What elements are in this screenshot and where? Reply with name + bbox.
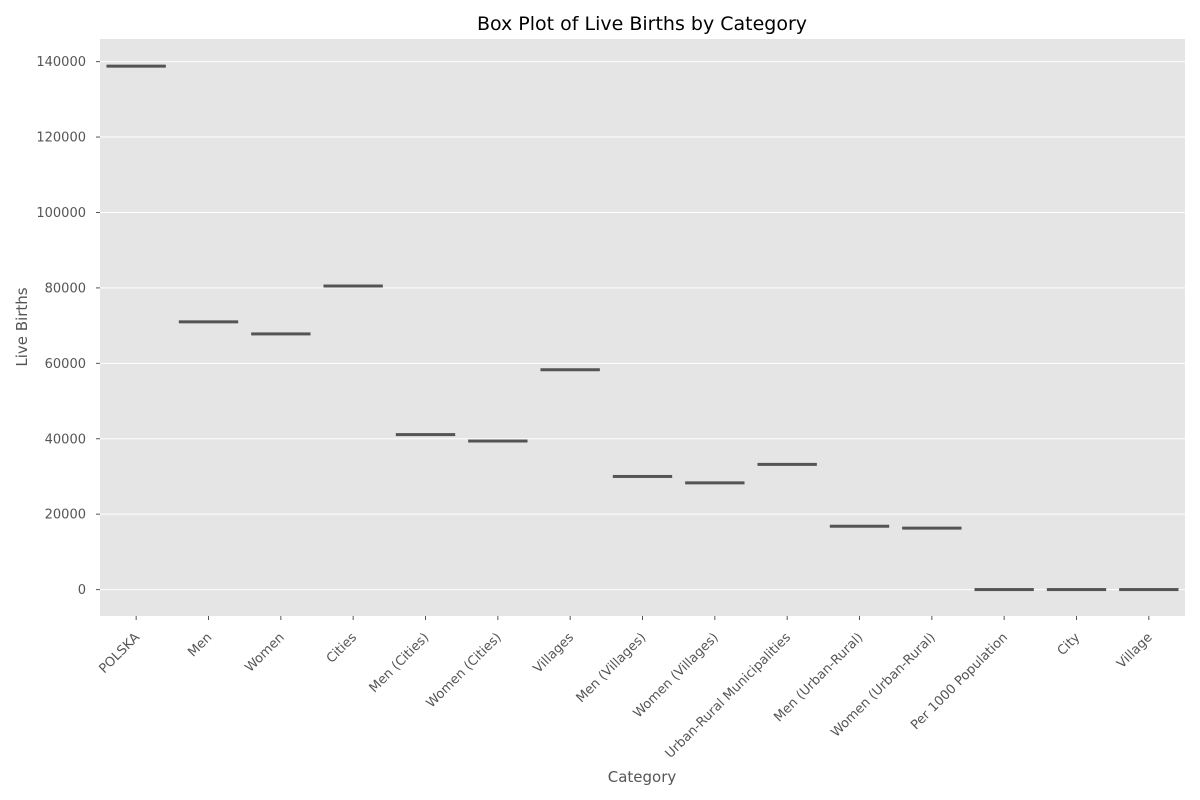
x-tick-label: Women (Cities) (424, 630, 505, 711)
x-tick-label: Village (1114, 630, 1155, 671)
y-tick-label: 40000 (45, 432, 86, 447)
y-tick-label: 100000 (36, 206, 86, 221)
x-tick-label: Cities (324, 630, 360, 666)
x-tick-label: City (1055, 630, 1084, 659)
x-tick-label: Men (185, 630, 215, 660)
y-axis-ticks: 0 20000 40000 60000 80000 100000 120000 140000 (36, 55, 100, 598)
y-tick-label: 80000 (45, 281, 86, 296)
y-tick-label: 20000 (45, 508, 86, 523)
y-tick-label: 120000 (36, 131, 86, 146)
y-gridlines (100, 61, 1185, 591)
y-tick-label: 140000 (36, 55, 86, 70)
x-axis-label: Category (608, 768, 677, 786)
x-tick-label: Men (Villages) (574, 630, 650, 706)
y-axis-label: Live Births (13, 287, 31, 366)
y-tick-label: 0 (78, 583, 86, 598)
x-tick-label: Urban-Rural Municipalities (663, 630, 794, 761)
x-tick-label: Men (Cities) (367, 630, 433, 696)
x-tick-label: Villages (531, 630, 577, 676)
box-series (106, 64, 1179, 592)
chart-title: Box Plot of Live Births by Category (477, 13, 807, 35)
x-axis-ticks: POLSKA Men Women Cities Men (Cities)Women (C… (96, 616, 1156, 762)
y-tick-label: 60000 (45, 357, 86, 372)
x-tick-label: POLSKA (96, 630, 143, 677)
plot-area (100, 39, 1185, 616)
x-tick-label: Women (242, 630, 287, 675)
